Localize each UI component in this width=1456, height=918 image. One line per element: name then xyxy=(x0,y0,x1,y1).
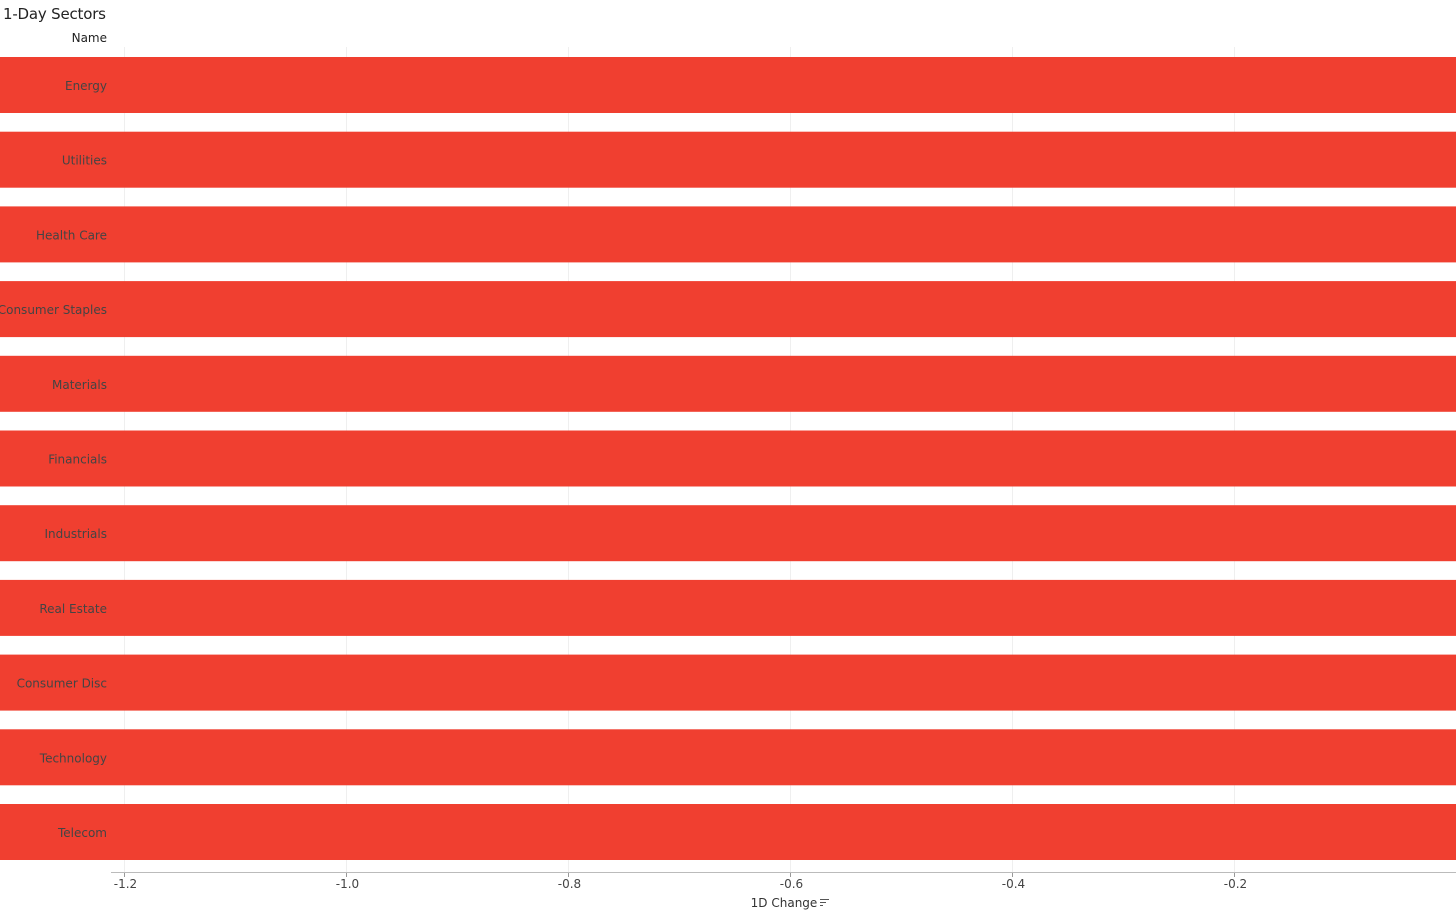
category-label: Real Estate xyxy=(39,602,107,616)
bar xyxy=(0,57,1456,113)
category-label: Consumer Disc xyxy=(17,677,107,691)
bar xyxy=(0,430,1456,487)
category-label: Technology xyxy=(39,751,107,765)
bars: -2.5-2.7-3.3-3.3-3.5-3.8-3.8-3.8-5.2-5.3… xyxy=(0,57,1456,860)
category-label: Industrials xyxy=(44,527,107,541)
bar xyxy=(0,281,1456,338)
bar xyxy=(0,579,1456,636)
row-header-name[interactable]: Name xyxy=(71,31,107,45)
category-label: Utilities xyxy=(62,154,107,168)
x-axis-title[interactable]: 1D Change xyxy=(700,896,880,910)
sort-descending-icon[interactable] xyxy=(820,898,830,907)
x-tick-label: -0.8 xyxy=(558,877,581,891)
chart-title: 1-Day Sectors xyxy=(3,5,106,23)
bar xyxy=(0,654,1456,711)
x-tick-label: -0.2 xyxy=(1224,877,1247,891)
category-labels: Energy Utilities Health Care Consumer Stapl… xyxy=(0,79,107,840)
category-label: Consumer Staples xyxy=(0,303,107,317)
bar xyxy=(0,804,1456,860)
category-label: Materials xyxy=(52,378,107,392)
bar xyxy=(0,131,1456,188)
x-axis-title-text: 1D Change xyxy=(750,896,818,910)
bar xyxy=(0,355,1456,412)
x-tick-label: -0.6 xyxy=(780,877,803,891)
bar xyxy=(0,729,1456,786)
category-label: Health Care xyxy=(36,228,107,242)
x-axis: -6.0-5.8-5.6-5.4-5.2-5.0-4.8-4.6-4.4-4.2… xyxy=(111,872,1456,891)
bar xyxy=(0,505,1456,562)
category-label: Energy xyxy=(65,79,107,93)
bar xyxy=(0,206,1456,263)
x-tick-label: -1.0 xyxy=(336,877,359,891)
category-label: Financials xyxy=(48,453,107,467)
x-tick-label: -0.4 xyxy=(1002,877,1025,891)
x-tick-label: -1.2 xyxy=(114,877,137,891)
category-label: Telecom xyxy=(57,826,107,840)
